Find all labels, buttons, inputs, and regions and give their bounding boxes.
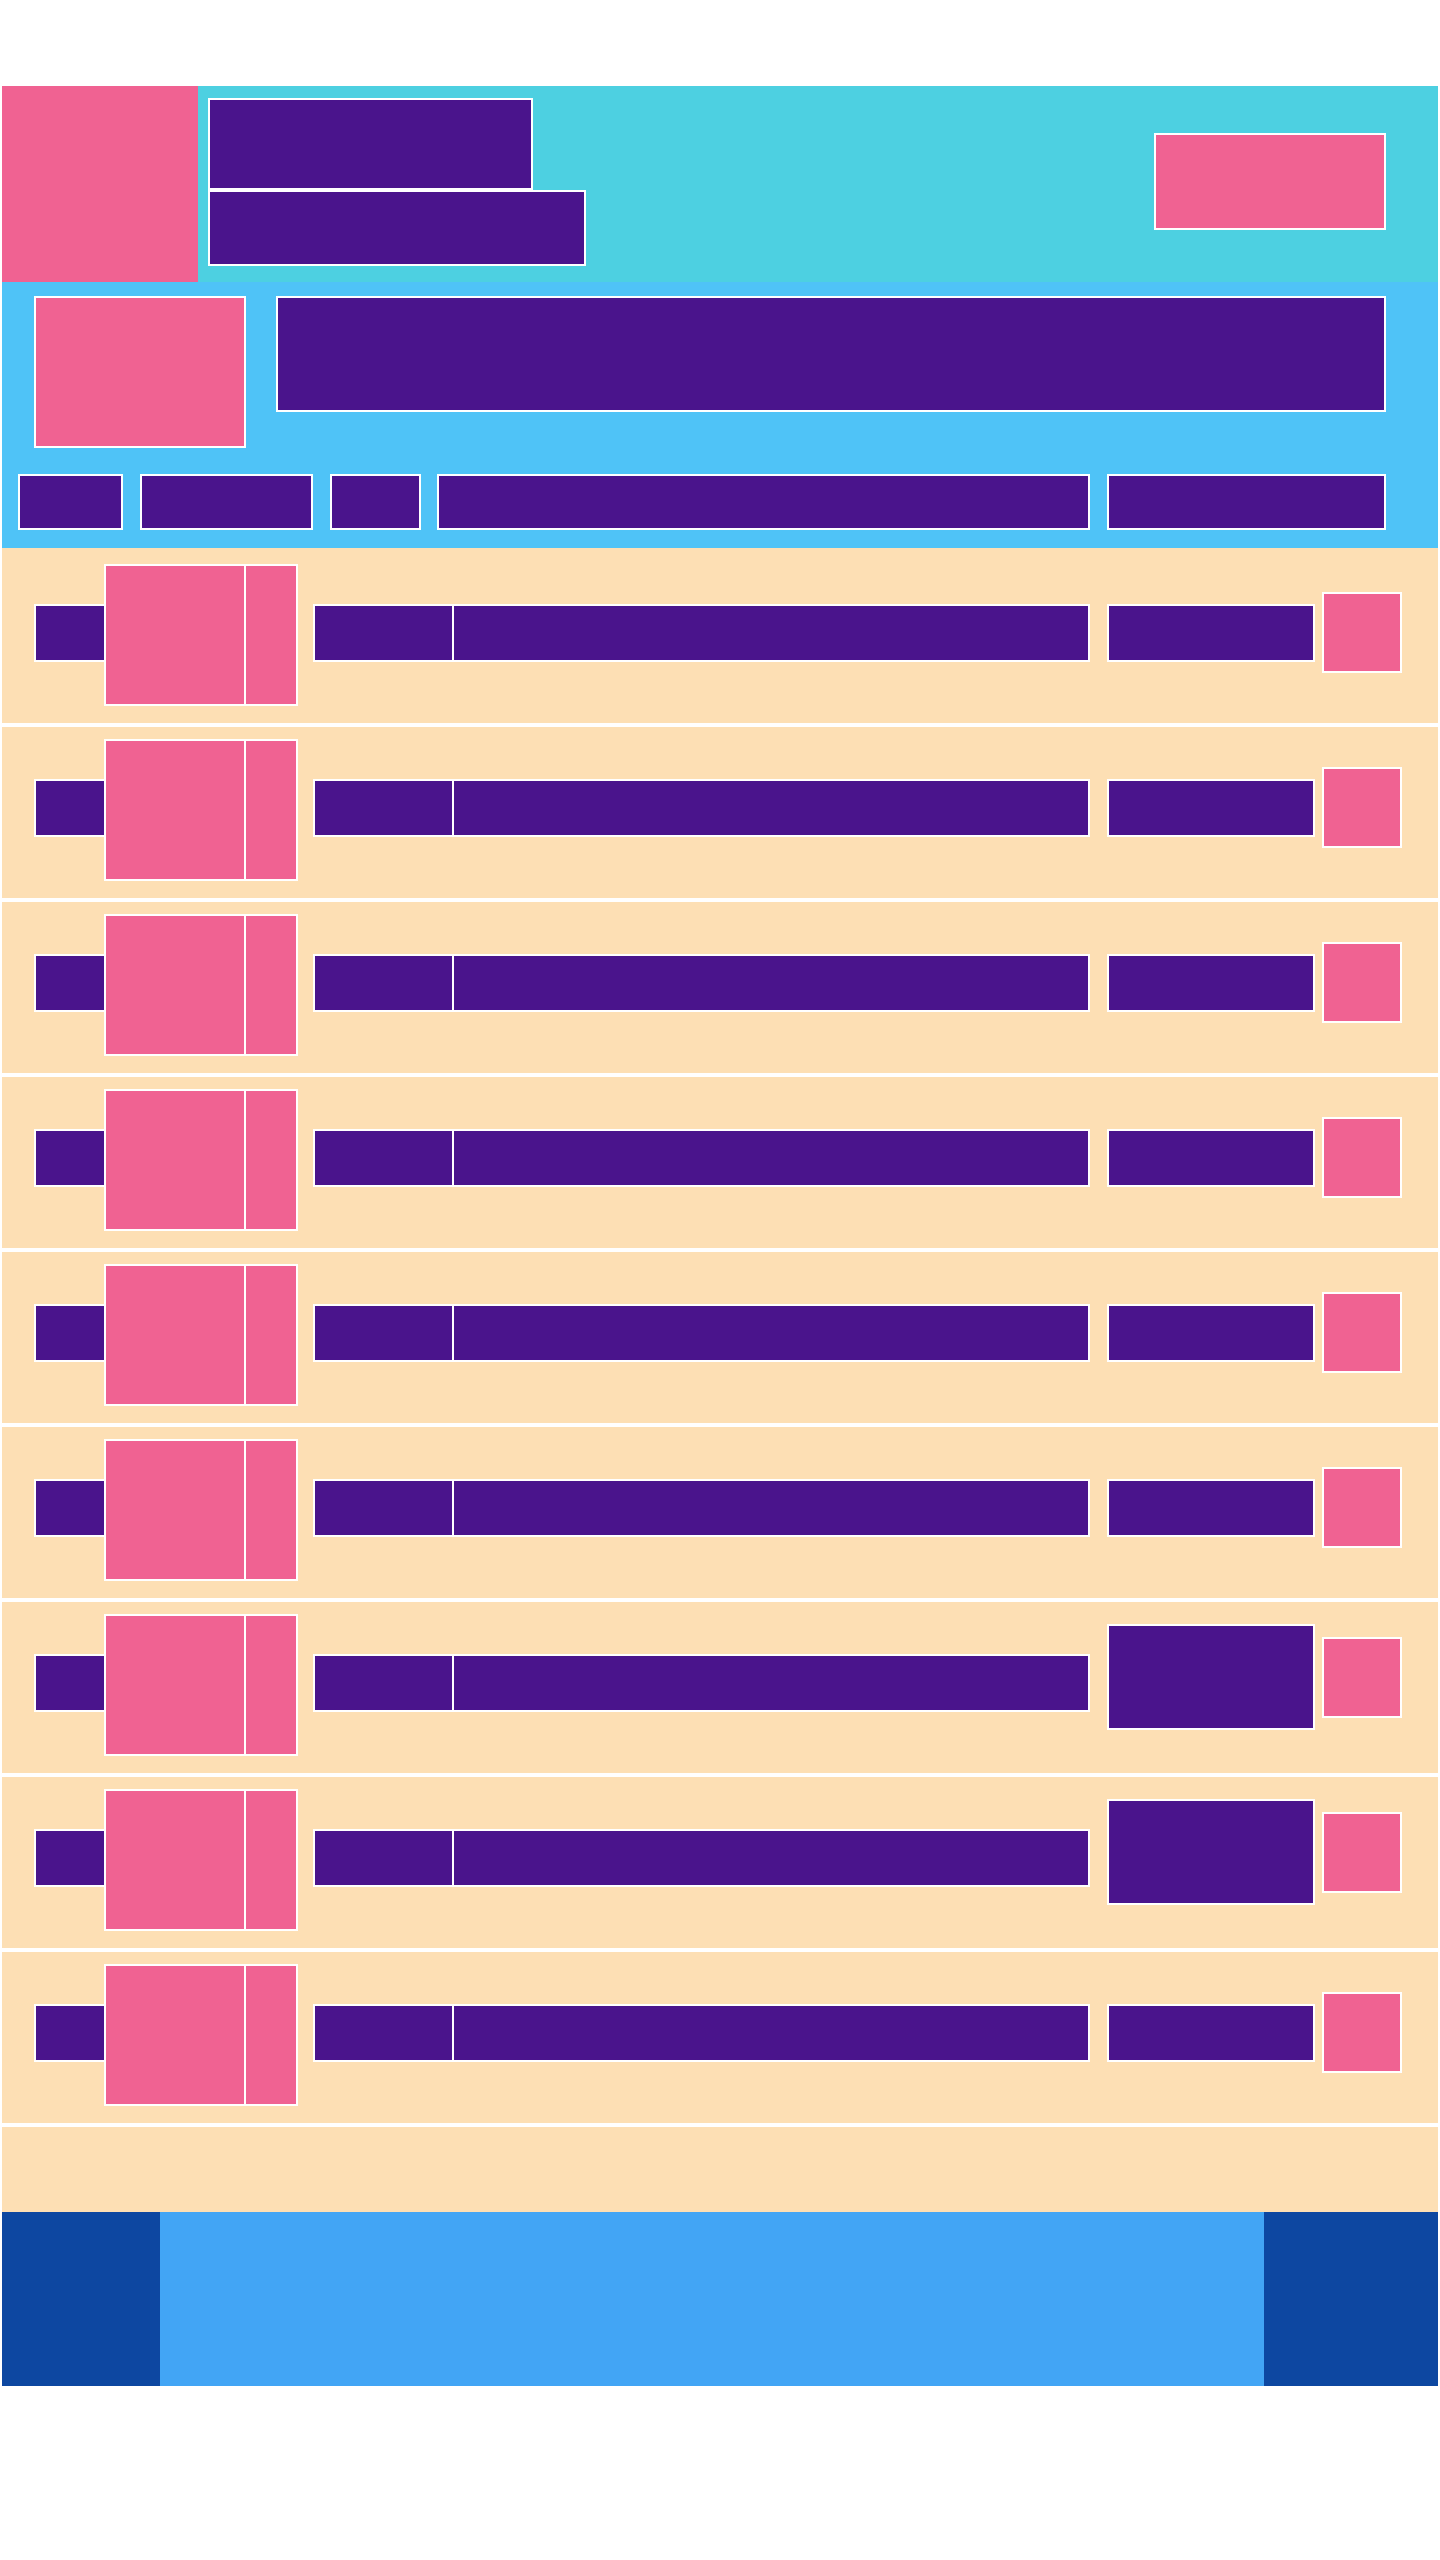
row-index [34,1479,106,1537]
row-value [1107,779,1315,837]
info-headline [276,296,1386,412]
action-icon[interactable] [1322,1992,1402,2073]
image-placeholder-icon [34,296,246,448]
row-index [34,1304,106,1362]
thumbnail-icon [104,564,246,706]
action-icon[interactable] [1322,942,1402,1023]
row-value [1107,1304,1315,1362]
thumbnail-edge [244,1439,298,1581]
column-header-3 [330,474,421,530]
row-divider [2,1248,1438,1252]
row-value [1107,2004,1315,2062]
column-header-5 [1107,474,1386,530]
row-code [313,604,454,662]
row-value [1107,954,1315,1012]
thumbnail-icon [104,1089,246,1231]
action-icon[interactable] [1322,1467,1402,1548]
row-index [34,604,106,662]
thumbnail-edge [244,739,298,881]
thumbnail-edge [244,1789,298,1931]
row-name [452,1654,1090,1712]
thumbnail-edge [244,1089,298,1231]
row-code [313,2004,454,2062]
thumbnail-icon [104,1439,246,1581]
row-name [452,2004,1090,2062]
thumbnail-edge [244,1614,298,1756]
thumbnail-edge [244,564,298,706]
row-value [1107,1129,1315,1187]
footer-center[interactable] [162,2212,1262,2386]
header-title [208,98,533,190]
row-name [452,779,1090,837]
row-divider [2,1773,1438,1777]
thumbnail-icon [104,914,246,1056]
column-header-2 [140,474,313,530]
row-name [452,1129,1090,1187]
action-icon[interactable] [1322,1117,1402,1198]
row-value [1107,604,1315,662]
row-divider [2,1598,1438,1602]
row-name [452,604,1090,662]
row-index [34,2004,106,2062]
row-value [1107,1799,1315,1905]
thumbnail-icon [104,1614,246,1756]
row-code [313,954,454,1012]
row-code [313,779,454,837]
thumbnail-edge [244,1264,298,1406]
row-divider [2,1423,1438,1427]
row-index [34,1129,106,1187]
row-divider [2,1948,1438,1952]
row-value [1107,1479,1315,1537]
row-code [313,1479,454,1537]
forward-icon[interactable] [1264,2212,1438,2386]
row-divider [2,1073,1438,1077]
row-code [313,1654,454,1712]
header-action-button[interactable] [1154,133,1386,230]
row-index [34,779,106,837]
thumbnail-icon [104,739,246,881]
column-header-1 [18,474,123,530]
row-code [313,1304,454,1362]
action-icon[interactable] [1322,1637,1402,1718]
row-divider [2,898,1438,902]
thumbnail-icon [104,1789,246,1931]
action-icon[interactable] [1322,592,1402,673]
header-subtitle [208,190,586,266]
row-divider [2,723,1438,727]
thumbnail-edge [244,1964,298,2106]
column-header-4 [437,474,1090,530]
row-index [34,1829,106,1887]
row-name [452,1479,1090,1537]
row-value [1107,1624,1315,1730]
row-code [313,1129,454,1187]
row-name [452,954,1090,1012]
row-divider [2,2123,1438,2127]
action-icon[interactable] [1322,767,1402,848]
thumbnail-icon [104,1964,246,2106]
thumbnail-icon [104,1264,246,1406]
row-index [34,954,106,1012]
row-index [34,1654,106,1712]
thumbnail-edge [244,914,298,1056]
action-icon[interactable] [1322,1292,1402,1373]
back-icon[interactable] [2,2212,160,2386]
row-name [452,1829,1090,1887]
menu-icon[interactable] [2,86,198,282]
action-icon[interactable] [1322,1812,1402,1893]
bottom-navigation [2,2212,1438,2386]
row-name [452,1304,1090,1362]
row-code [313,1829,454,1887]
